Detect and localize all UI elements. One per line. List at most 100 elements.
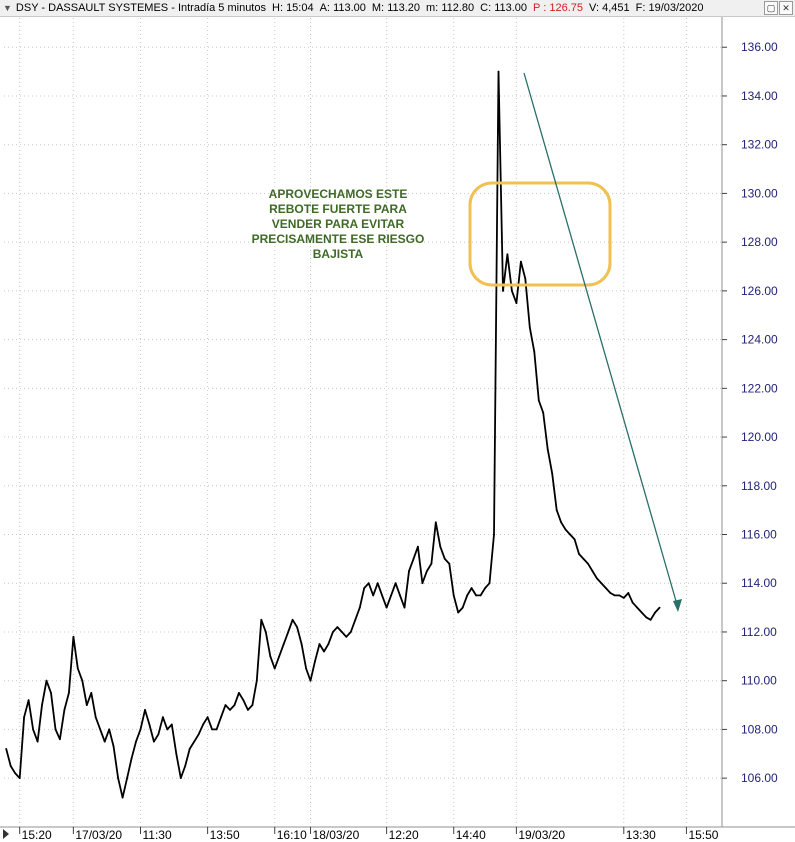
price-series [5,70,661,799]
x-tick-label: 17/03/20 [75,828,122,842]
price-point [220,716,222,719]
price-point [506,253,509,256]
y-tick-label: 122.00 [741,381,778,395]
price-point [269,655,272,658]
price-point [162,716,164,719]
price-point [582,558,585,560]
pointer-price-value: 126.75 [549,2,584,14]
price-point [99,728,102,731]
grid-lines [4,18,722,827]
price-point [211,728,214,731]
price-point [224,704,227,706]
price-point [488,582,491,585]
price-point [255,679,258,682]
y-tick-label: 110.00 [741,674,777,688]
price-point [461,606,464,609]
price-point [296,626,298,628]
x-tick-label: 19/03/20 [518,828,565,842]
price-point [421,582,424,585]
price-point [551,472,554,475]
price-point [130,757,133,760]
price-line [5,70,661,799]
price-point [564,528,567,531]
price-point [45,679,48,682]
y-tick-label: 128.00 [741,235,778,249]
price-point [457,611,460,614]
price-point [381,594,383,597]
y-tick-label: 120.00 [741,430,778,444]
price-point [591,570,594,572]
price-point [399,594,401,597]
x-tick-label: 13:30 [626,828,656,842]
x-tick-label: 16:10 [277,828,307,842]
price-point [251,704,254,706]
price-point [206,716,209,719]
price-point [479,594,482,597]
price-point [600,582,603,585]
price-point [341,631,343,633]
y-tick-label: 118.00 [741,479,777,493]
price-point [188,748,191,750]
y-tick-label: 108.00 [741,722,778,736]
price-point [300,643,303,645]
close-value: 113.00 [494,2,528,14]
price-point [618,594,621,597]
price-point [103,740,106,743]
price-point [59,738,61,741]
price-point [94,716,97,719]
scroll-left-icon[interactable] [3,829,9,839]
date-value: 19/03/2020 [648,2,704,14]
x-axis-band [0,827,795,842]
chart-title-bar: ▼ DSY - DASSAULT SYSTEMES - Intradía 5 mi… [0,0,795,17]
price-point [573,538,576,541]
x-tick-label: 15:50 [688,828,718,842]
price-point [640,611,643,614]
price-point [14,772,17,775]
price-point [112,745,115,748]
price-point [497,70,500,73]
x-tick-label: 13:50 [210,828,240,842]
price-point [184,765,187,767]
y-tick-label: 126.00 [741,284,778,298]
price-point [470,587,473,589]
price-point [5,748,8,750]
price-point [367,582,370,585]
price-point [654,611,656,614]
close-window-icon[interactable]: ✕ [779,1,793,15]
price-point [126,777,128,779]
price-point [229,709,231,711]
price-point [273,667,276,670]
price-point [466,594,469,597]
y-axis: 106.00 108.00 110.00 112.00 114.00 116.00 118.… [721,17,778,827]
price-point [645,616,648,619]
price-point [85,704,88,706]
price-point [511,290,513,292]
price-point [153,740,155,743]
price-point [139,728,142,731]
price-point [408,570,410,572]
y-tick-label: 134.00 [741,89,778,103]
annotation-line: VENDER PARA EVITAR [272,217,405,231]
price-point [27,699,30,702]
price-point [605,587,607,589]
price-point [443,558,446,560]
price-point [121,796,124,799]
restore-window-icon[interactable]: ▢ [764,1,778,15]
price-point [282,643,285,645]
price-point [242,699,245,702]
price-point [390,594,392,597]
price-point [170,723,173,726]
price-point [76,667,79,670]
annotation-line: REBOTE FUERTE PARA [269,202,407,216]
y-tick-label: 124.00 [741,333,778,347]
price-point [233,704,236,706]
price-point [108,728,111,731]
symbol: DSY [15,2,39,14]
collapse-arrow-icon[interactable]: ▼ [3,3,12,13]
price-point [627,592,630,594]
x-tick-label: 14:40 [456,828,486,842]
price-point [336,626,339,628]
price-point [278,655,281,658]
price-point [439,545,442,548]
price-point [385,606,388,609]
